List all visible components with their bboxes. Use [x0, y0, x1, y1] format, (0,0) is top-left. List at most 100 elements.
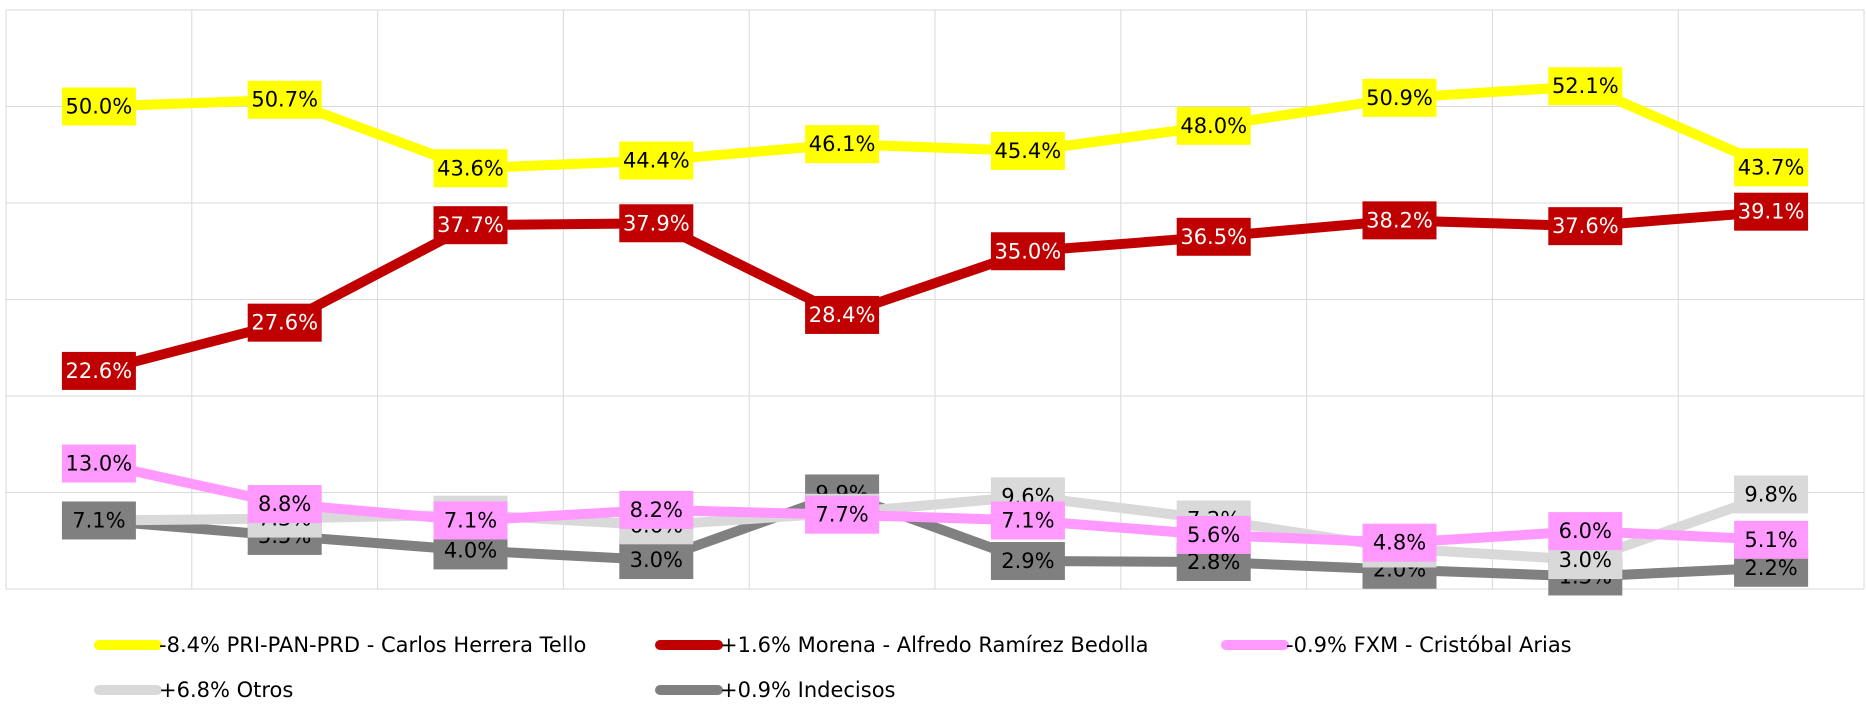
data-label: 7.1%	[61, 501, 136, 540]
data-label-text: 38.2%	[1366, 208, 1433, 232]
data-label: 38.2%	[1362, 201, 1437, 240]
data-label: 35.0%	[990, 232, 1065, 271]
data-label-text: 4.0%	[444, 538, 497, 562]
data-label-text: 2.2%	[1744, 556, 1797, 580]
data-label-text: 7.1%	[444, 508, 497, 532]
label-box	[1734, 520, 1809, 559]
label-box	[990, 542, 1065, 581]
data-label: 2.9%	[990, 542, 1065, 581]
data-label: 7.1%	[433, 501, 508, 540]
data-label: 45.4%	[990, 131, 1065, 170]
data-label-text: 3.0%	[1559, 548, 1612, 572]
data-label: 8.2%	[619, 490, 694, 529]
data-label: 28.4%	[805, 295, 880, 334]
data-label: 43.7%	[1734, 148, 1809, 187]
label-box	[1734, 192, 1809, 231]
label-box	[1176, 515, 1251, 554]
label-box	[619, 490, 694, 529]
label-box	[990, 131, 1065, 170]
data-label-text: 39.1%	[1738, 200, 1805, 224]
data-label-text: 43.7%	[1738, 155, 1805, 179]
data-label: 6.0%	[1548, 512, 1623, 551]
data-label-text: 7.1%	[72, 508, 125, 532]
data-label-text: 5.1%	[1744, 528, 1797, 552]
data-label-text: 4.8%	[1373, 531, 1426, 555]
data-label-text: 2.8%	[1187, 550, 1240, 574]
data-label: 8.8%	[247, 485, 322, 524]
data-label: 37.7%	[433, 206, 508, 245]
legend-label: +0.9% Indecisos	[720, 678, 896, 702]
label-box	[805, 295, 880, 334]
label-box	[433, 149, 508, 188]
series-line	[98, 81, 1774, 174]
label-box	[1176, 217, 1251, 256]
data-label: 50.9%	[1362, 78, 1437, 117]
legend-label: +6.8% Otros	[159, 678, 293, 702]
data-label: 50.7%	[247, 80, 322, 119]
label-box	[1548, 512, 1623, 551]
data-label-text: 2.9%	[1001, 549, 1054, 573]
data-label-text: 7.7%	[815, 503, 868, 527]
data-label: 5.6%	[1176, 515, 1251, 554]
data-label: 4.8%	[1362, 523, 1437, 562]
data-label-text: 27.6%	[251, 311, 318, 335]
label-box	[1548, 67, 1623, 106]
label-box	[247, 303, 322, 342]
label-box	[619, 141, 694, 180]
label-box	[805, 125, 880, 164]
data-label-text: 44.4%	[623, 149, 690, 173]
legend-label: -8.4% PRI-PAN-PRD - Carlos Herrera Tello	[159, 633, 586, 657]
data-label-text: 46.1%	[809, 132, 876, 156]
data-label-text: 8.8%	[258, 492, 311, 516]
label-box	[61, 501, 136, 540]
data-label-text: 52.1%	[1552, 74, 1619, 98]
data-label: 5.1%	[1734, 520, 1809, 559]
data-label-text: 50.7%	[251, 88, 318, 112]
data-label-text: 37.7%	[437, 213, 504, 237]
label-box	[433, 206, 508, 245]
data-label-text: 36.5%	[1180, 225, 1247, 249]
label-box	[619, 541, 694, 580]
data-label-text: 48.0%	[1180, 114, 1247, 138]
series-line	[97, 458, 1772, 548]
data-label: 52.1%	[1548, 67, 1623, 106]
data-label: 43.6%	[433, 149, 508, 188]
data-label: 44.4%	[619, 141, 694, 180]
label-box	[61, 444, 136, 483]
data-label: 3.0%	[619, 541, 694, 580]
data-label-text: 43.6%	[437, 156, 504, 180]
data-label-text: 45.4%	[995, 139, 1062, 163]
legend-label: -0.9% FXM - Cristóbal Arias	[1286, 633, 1572, 657]
label-box	[1548, 207, 1623, 246]
label-box	[1734, 148, 1809, 187]
data-label-text: 22.6%	[66, 359, 133, 383]
data-label-text: 8.2%	[630, 498, 683, 522]
label-box	[1734, 475, 1809, 514]
data-label: 13.0%	[61, 444, 136, 483]
data-label-text: 6.0%	[1559, 519, 1612, 543]
data-label-text: 37.9%	[623, 211, 690, 235]
data-label-text: 37.6%	[1552, 214, 1619, 238]
data-label: 46.1%	[805, 125, 880, 164]
data-label-text: 13.0%	[66, 452, 133, 476]
label-box	[619, 204, 694, 243]
legend-label: +1.6% Morena - Alfredo Ramírez Bedolla	[720, 633, 1148, 657]
series-line	[98, 488, 1772, 582]
label-box	[247, 485, 322, 524]
data-label-text: 35.0%	[995, 239, 1062, 263]
data-label-text: 28.4%	[809, 303, 876, 327]
data-label: 27.6%	[247, 303, 322, 342]
data-label-text: 50.0%	[66, 95, 133, 119]
data-label: 7.7%	[805, 495, 880, 534]
data-label-text: 3.0%	[630, 548, 683, 572]
data-label: 7.1%	[990, 501, 1065, 540]
data-label: 37.6%	[1548, 207, 1623, 246]
label-box	[1362, 201, 1437, 240]
data-label: 9.8%	[1734, 475, 1809, 514]
data-label: 22.6%	[61, 351, 136, 390]
series-line	[97, 206, 1772, 376]
label-box	[1176, 106, 1251, 145]
data-label: 39.1%	[1734, 192, 1809, 231]
label-box	[61, 87, 136, 126]
label-box	[990, 501, 1065, 540]
